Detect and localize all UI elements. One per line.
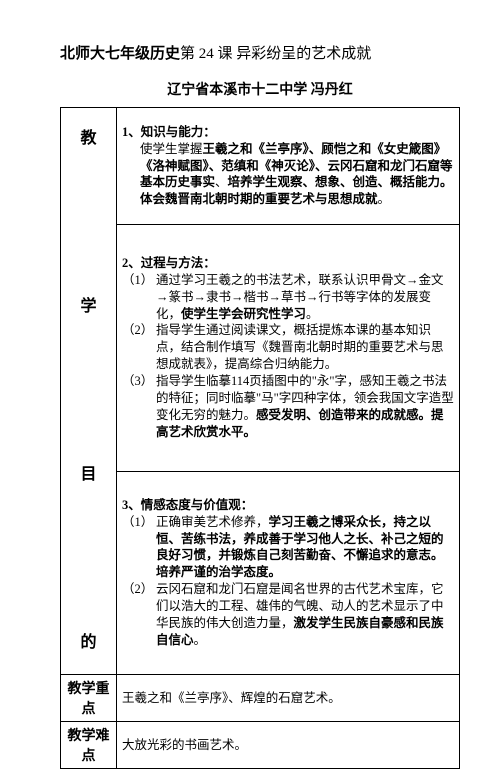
s2-c2: 指导学生通过阅读课文，概括提炼本课的基本知识点，结合制作填写《魏晋南北朝时期的重…: [156, 322, 454, 373]
section3-header: 3、情感态度与价值观：: [122, 498, 253, 512]
title-bold-part: 北师大七年级历史: [60, 46, 180, 62]
s2-num3: （3）: [122, 373, 156, 441]
difficulty-label: 教学难点: [61, 722, 117, 769]
s3-c1: 正确审美艺术修养，学习王羲之博采众长，持之以恒、苦练书法，养成善于学习他人之长、…: [156, 514, 454, 582]
s2-num2: （2）: [122, 322, 156, 373]
section2-header: 2、过程与方法：: [122, 256, 216, 270]
section1-header: 1、知识与能力：: [122, 125, 216, 139]
s3-num2: （2）: [122, 581, 156, 649]
title-normal-part: 第 24 课 异彩纷呈的艺术成就: [180, 46, 371, 62]
section-process: 2、过程与方法： （1） 通过学习王羲之的书法艺术，联系认识甲骨文→金文→篆书→…: [117, 224, 460, 471]
section-values: 3、情感态度与价值观： （1） 正确审美艺术修养，学习王羲之博采众长，持之以恒、…: [117, 471, 460, 674]
objectives-vertical-label: 教学目的: [61, 108, 117, 675]
s2-num1: （1）: [122, 272, 156, 323]
focus-label: 教学重点: [61, 675, 117, 722]
section-knowledge: 1、知识与能力： 使学生掌握王羲之和《兰亭序》、顾恺之和《女史箴图》《洛神赋图》…: [117, 108, 460, 225]
s2-c1: 通过学习王羲之的书法艺术，联系认识甲骨文→金文→篆书→隶书→楷书→草书→行书等字…: [156, 272, 454, 323]
s1-t5: 。: [378, 192, 391, 206]
s3-num1: （1）: [122, 514, 156, 582]
s1-t1: 使学生掌握: [140, 142, 203, 156]
subtitle: 辽宁省本溪市十二中学 冯丹红: [60, 79, 460, 99]
page-title: 北师大七年级历史第 24 课 异彩纷呈的艺术成就: [60, 42, 460, 63]
difficulty-content: 大放光彩的书画艺术。: [117, 722, 460, 769]
lesson-plan-table: 教学目的 1、知识与能力： 使学生掌握王羲之和《兰亭序》、顾恺之和《女史箴图》《…: [60, 107, 460, 769]
s3-c2: 云冈石窟和龙门石窟是闻名世界的古代艺术宝库，它们以浩大的工程、雄伟的气魄、动人的…: [156, 581, 454, 649]
focus-content: 王羲之和《兰亭序》、辉煌的石窟艺术。: [117, 675, 460, 722]
s2-c3: 指导学生临摹114页插图中的"永"字，感知王羲之书法的特征；同时临摹"马"字四种…: [156, 373, 454, 441]
s1-t3: 、: [215, 175, 228, 189]
